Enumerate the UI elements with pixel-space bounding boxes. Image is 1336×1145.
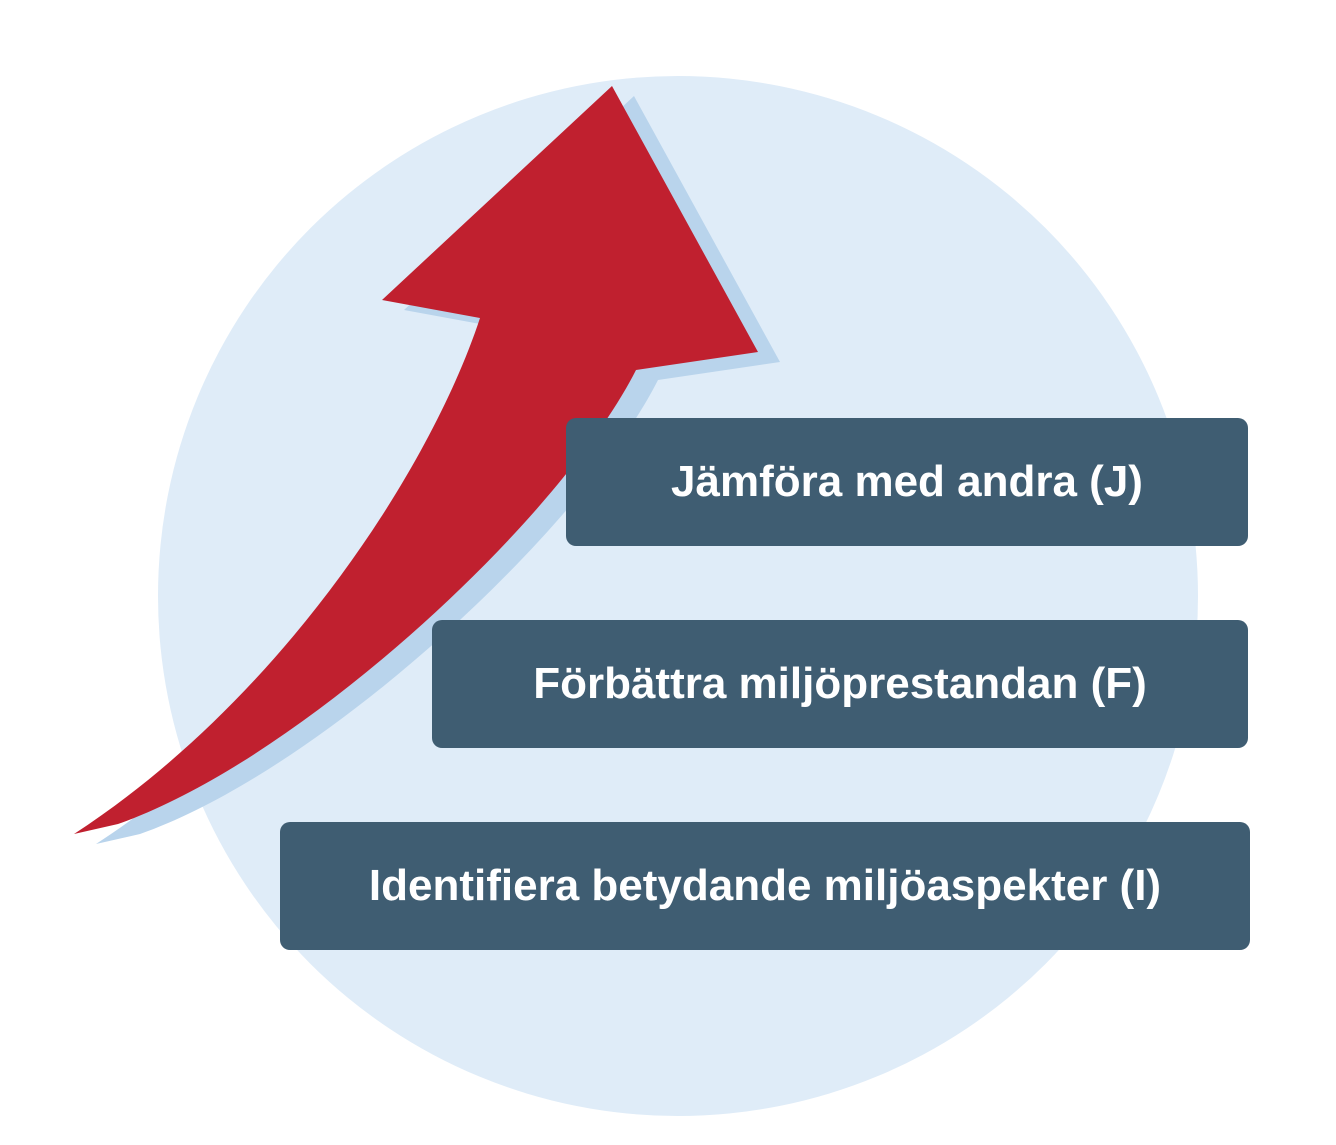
step-label: Identifiera betydande miljöaspekter (I) <box>369 861 1161 911</box>
upward-arrow-icon <box>0 0 1336 1145</box>
step-label: Jämföra med andra (J) <box>671 457 1143 507</box>
step-box-i: Identifiera betydande miljöaspekter (I) <box>280 822 1250 950</box>
step-label: Förbättra miljöprestandan (F) <box>533 659 1147 709</box>
step-box-f: Förbättra miljöprestandan (F) <box>432 620 1248 748</box>
step-box-j: Jämföra med andra (J) <box>566 418 1248 546</box>
diagram-stage: Jämföra med andra (J) Förbättra miljöpre… <box>0 0 1336 1145</box>
